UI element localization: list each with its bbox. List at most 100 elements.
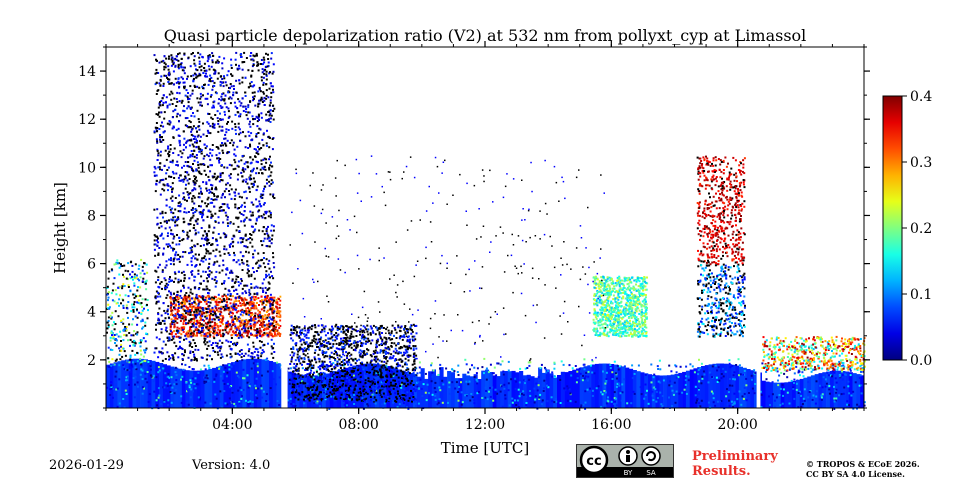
feature-2-pixel xyxy=(611,280,614,283)
feature-0-pixel xyxy=(471,364,473,367)
boundary-layer-cell xyxy=(185,370,190,408)
feature-3-pixel xyxy=(716,215,719,218)
feature-2-pixel xyxy=(633,328,636,331)
feature-2-pixel xyxy=(625,319,628,322)
feature-2-pixel xyxy=(608,308,611,311)
feature-4-pixel xyxy=(255,205,258,208)
feature-2-pixel xyxy=(622,326,625,329)
feature-2-pixel xyxy=(621,288,624,291)
feature-1-pixel xyxy=(186,300,189,303)
feature-1-pixel xyxy=(228,330,231,333)
boundary-layer-cell xyxy=(208,368,213,408)
feature-2-pixel xyxy=(611,329,614,332)
feature-1-pixel xyxy=(170,312,173,315)
feature-2-pixel xyxy=(623,277,626,280)
feature-0-pixel xyxy=(728,404,731,407)
feature-3-pixel xyxy=(711,301,714,304)
pbl-speckle xyxy=(207,364,210,367)
pbl-speckle xyxy=(770,369,773,372)
feature-2-pixel xyxy=(629,287,632,290)
feature-3-pixel xyxy=(741,257,744,260)
feature-1-pixel xyxy=(252,323,255,326)
feature-0-pixel xyxy=(696,399,698,402)
feature-0-pixel xyxy=(406,391,409,394)
feature-3-pixel xyxy=(741,326,743,329)
feature-4-pixel xyxy=(194,233,197,236)
feature-3-pixel xyxy=(696,227,699,230)
feature-0-pixel xyxy=(613,391,616,394)
feature-0-pixel xyxy=(728,362,731,365)
feature-3-pixel xyxy=(701,254,704,257)
feature-1-pixel xyxy=(200,317,203,320)
boundary-layer-cell xyxy=(716,363,721,408)
feature-4-pixel xyxy=(227,225,229,227)
feature-4-pixel xyxy=(153,208,156,211)
feature-4-pixel xyxy=(155,300,158,303)
feature-0-pixel xyxy=(255,394,258,397)
feature-1-pixel xyxy=(279,314,282,317)
feature-0-pixel xyxy=(306,382,309,385)
feature-2-pixel xyxy=(635,280,638,283)
feature-2-pixel xyxy=(644,313,647,316)
feature-4-pixel xyxy=(167,313,169,316)
feature-2-pixel xyxy=(598,281,601,284)
feature-0-pixel xyxy=(231,389,234,392)
feature-3-pixel xyxy=(737,263,740,266)
feature-2-pixel xyxy=(625,277,628,280)
feature-1-pixel xyxy=(220,299,223,302)
feature-2-pixel xyxy=(597,284,600,287)
feature-4-pixel xyxy=(205,249,208,252)
feature-4-pixel xyxy=(267,175,270,178)
feature-3-pixel xyxy=(723,216,726,219)
feature-1-pixel xyxy=(192,314,195,316)
feature-3-pixel xyxy=(728,202,731,205)
feature-2-pixel xyxy=(638,292,641,295)
boundary-layer-cell xyxy=(500,371,505,408)
feature-4-pixel xyxy=(191,323,194,325)
feature-3-pixel xyxy=(714,319,717,322)
feature-0-pixel xyxy=(215,373,218,376)
feature-0-pixel xyxy=(684,383,687,386)
feature-1-pixel xyxy=(261,303,264,306)
feature-4-pixel xyxy=(186,199,188,202)
feature-0-pixel xyxy=(453,370,456,373)
feature-0-pixel xyxy=(454,387,457,390)
feature-2-pixel xyxy=(630,323,633,326)
feature-4-pixel xyxy=(167,78,169,81)
feature-3-pixel xyxy=(701,305,704,308)
pbl-speckle xyxy=(525,402,528,404)
pbl-speckle xyxy=(590,364,592,367)
feature-1-pixel xyxy=(262,315,265,318)
feature-3-pixel xyxy=(719,288,722,291)
feature-0-pixel xyxy=(761,362,764,365)
feature-4-pixel xyxy=(168,93,171,96)
feature-1-pixel xyxy=(250,307,253,310)
feature-4-pixel xyxy=(183,338,185,341)
feature-4-pixel xyxy=(269,293,272,296)
feature-2-pixel xyxy=(635,297,638,300)
feature-4-pixel xyxy=(224,308,227,311)
feature-1-pixel xyxy=(220,305,223,308)
feature-4-pixel xyxy=(170,232,172,235)
feature-3-pixel xyxy=(696,156,699,159)
feature-4-pixel xyxy=(251,158,254,161)
feature-2-pixel xyxy=(603,304,606,306)
feature-1-pixel xyxy=(171,309,174,312)
pbl-speckle xyxy=(559,402,562,404)
feature-3-pixel xyxy=(719,176,722,179)
feature-1-pixel xyxy=(170,306,172,309)
feature-3-pixel xyxy=(712,335,715,338)
feature-2-pixel xyxy=(644,330,647,333)
pbl-speckle xyxy=(233,402,236,405)
feature-0-pixel xyxy=(441,379,444,382)
feature-1-pixel xyxy=(204,332,207,335)
feature-3-pixel xyxy=(697,322,700,325)
feature-3-pixel xyxy=(727,285,730,288)
feature-4-pixel xyxy=(265,74,268,77)
feature-3-pixel xyxy=(712,164,715,167)
feature-0-pixel xyxy=(675,390,678,393)
feature-4-pixel xyxy=(202,234,205,237)
feature-1-pixel xyxy=(170,322,173,325)
feature-4-pixel xyxy=(187,356,190,359)
feature-4-pixel xyxy=(211,122,214,125)
